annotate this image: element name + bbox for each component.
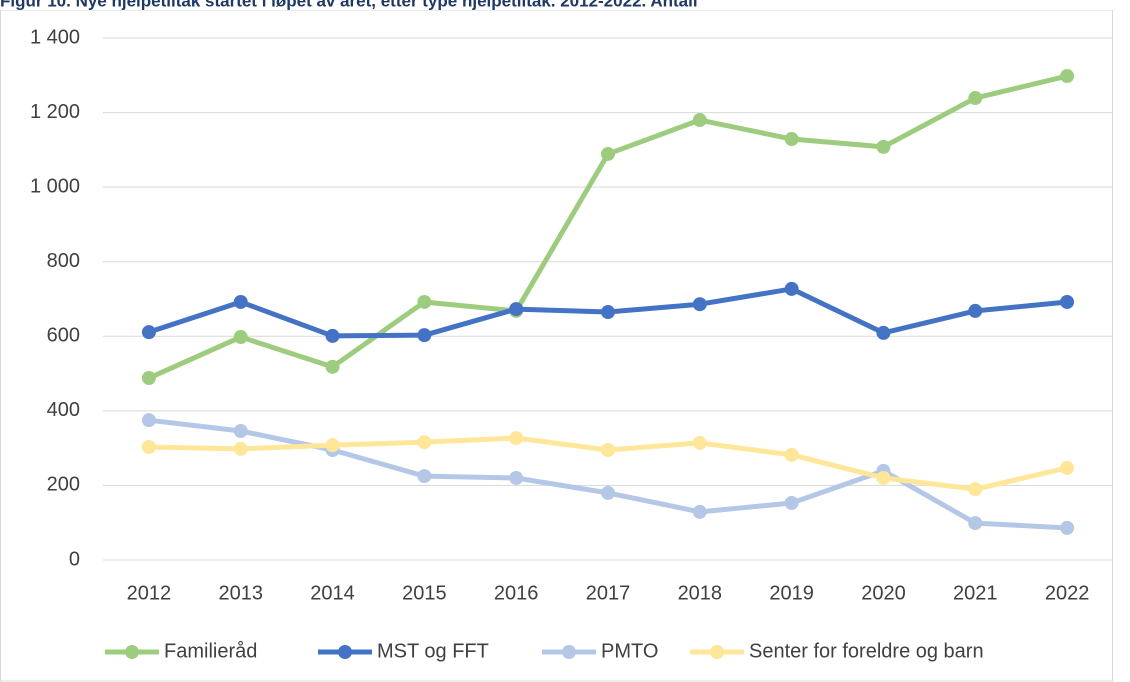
point xyxy=(692,435,707,450)
point xyxy=(876,139,891,154)
x-tick-label: 2016 xyxy=(494,582,539,604)
x-tick-label: 2012 xyxy=(127,582,172,604)
point xyxy=(233,423,248,438)
y-tick-label: 0 xyxy=(69,548,80,570)
point xyxy=(692,504,707,519)
y-tick-label: 600 xyxy=(47,325,80,347)
point xyxy=(417,294,432,309)
x-tick-label: 2019 xyxy=(769,582,814,604)
series-line xyxy=(148,417,1068,531)
x-tick-label: 2022 xyxy=(1045,582,1090,604)
point xyxy=(141,440,156,455)
point xyxy=(601,485,615,500)
point xyxy=(325,328,340,343)
y-tick-label: 1 000 xyxy=(30,175,80,197)
x-tick-label: 2020 xyxy=(861,582,906,604)
x-tick-label: 2018 xyxy=(678,582,723,604)
point xyxy=(1060,69,1075,84)
x-tick-label: 2013 xyxy=(218,582,263,604)
point xyxy=(601,305,615,320)
point xyxy=(968,91,983,106)
point xyxy=(968,482,983,497)
point xyxy=(601,146,615,161)
x-tick-label: 2014 xyxy=(310,582,355,604)
point xyxy=(509,431,524,446)
legend-marker xyxy=(562,645,576,659)
y-tick-label: 800 xyxy=(47,250,80,272)
point xyxy=(601,443,615,458)
y-tick-label: 1 200 xyxy=(30,101,80,123)
point xyxy=(141,413,156,428)
legend-label: Familieråd xyxy=(164,640,257,662)
point xyxy=(692,297,707,312)
legend-marker xyxy=(338,645,352,659)
point xyxy=(233,330,248,345)
legend-marker xyxy=(125,645,139,659)
point xyxy=(325,359,340,374)
point xyxy=(876,325,891,340)
point xyxy=(968,516,983,531)
point xyxy=(692,113,707,128)
chart-title: Figur 10. Nye hjelpetiltak startet i løp… xyxy=(0,0,698,10)
x-tick-label: 2015 xyxy=(402,582,447,604)
point xyxy=(141,371,156,386)
point xyxy=(417,469,432,484)
x-tick-label: 2021 xyxy=(953,582,998,604)
point xyxy=(784,495,799,510)
point xyxy=(325,438,340,453)
point xyxy=(1060,520,1075,535)
legend-marker xyxy=(710,645,724,659)
point xyxy=(876,470,891,485)
x-tick-label: 2017 xyxy=(586,582,631,604)
series-line xyxy=(147,73,1068,381)
point xyxy=(784,281,799,296)
point xyxy=(1060,460,1075,475)
point xyxy=(1060,294,1075,309)
point xyxy=(233,294,248,309)
y-tick-label: 400 xyxy=(47,399,80,421)
legend-label: MST og FFT xyxy=(377,640,489,662)
point xyxy=(968,303,983,318)
title-band xyxy=(0,0,1130,10)
y-tick-label: 200 xyxy=(47,474,80,496)
point xyxy=(233,441,248,456)
y-tick-label: 1 400 xyxy=(30,26,80,48)
point xyxy=(509,470,524,485)
point xyxy=(784,447,799,462)
chart-frame xyxy=(0,9,1113,682)
point xyxy=(417,435,432,450)
point xyxy=(509,302,524,317)
point xyxy=(784,132,799,147)
point xyxy=(417,328,432,343)
legend-label: Senter for foreldre og barn xyxy=(749,640,984,662)
legend-label: PMTO xyxy=(601,640,658,662)
point xyxy=(141,325,156,340)
